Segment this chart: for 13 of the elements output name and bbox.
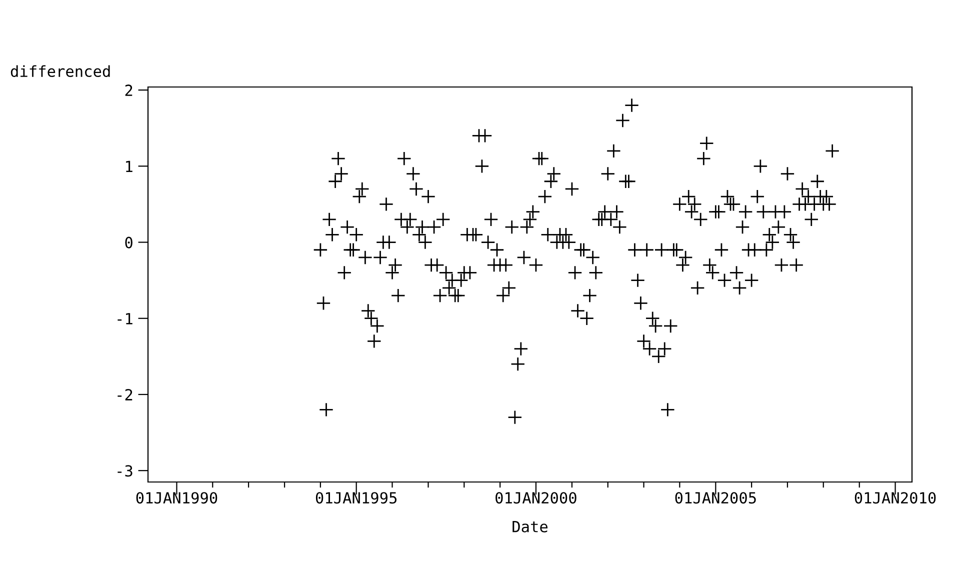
x-tick-label: 01JAN2005 [675, 492, 756, 504]
y-tick-label: 1 [126, 160, 132, 172]
x-tick-label: 01JAN2000 [496, 492, 576, 504]
y-tick-label: -2 [118, 388, 132, 400]
y-axis-title: differenced [10, 65, 110, 78]
x-axis-title: Date [512, 521, 548, 532]
x-tick-label: 01JAN1995 [316, 492, 397, 504]
y-tick-label: -1 [118, 313, 132, 324]
x-tick-label: 01JAN1990 [136, 492, 218, 504]
x-tick-label: 01JAN2010 [854, 492, 936, 504]
y-tick-label: 0 [125, 236, 132, 248]
y-tick-label: 2 [125, 84, 132, 96]
y-tick-label: -3 [118, 465, 132, 477]
